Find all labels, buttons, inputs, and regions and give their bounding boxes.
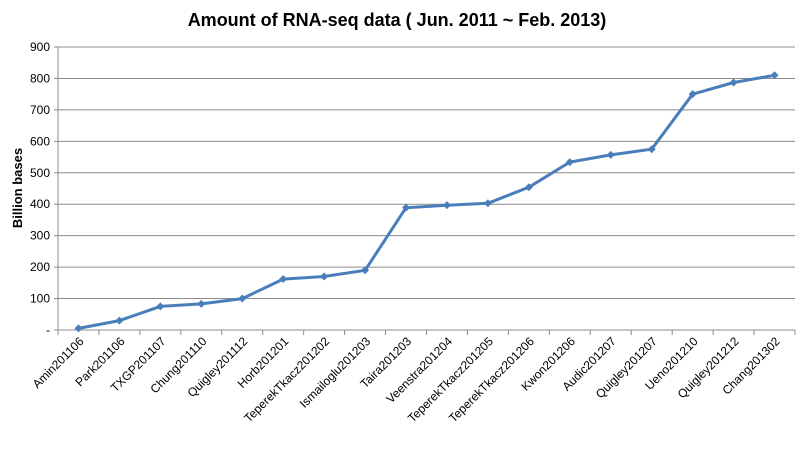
y-tick-label: 700 (30, 103, 50, 117)
y-tick-label: 500 (30, 166, 50, 180)
data-point-marker (279, 275, 288, 284)
data-point-marker (606, 150, 615, 159)
series-rna-seq (74, 71, 779, 333)
data-point-marker (156, 302, 165, 311)
data-point-marker (238, 294, 247, 303)
y-tick-label: 200 (30, 260, 50, 274)
data-point-marker (729, 78, 738, 87)
x-axis (57, 47, 796, 335)
y-tick-label: 800 (30, 71, 50, 85)
data-point-marker (442, 201, 451, 210)
data-point-marker (320, 272, 329, 281)
data-point-marker (565, 158, 574, 167)
y-tick-label: 900 (30, 40, 50, 54)
data-point-marker (115, 316, 124, 325)
data-point-marker (361, 266, 370, 275)
y-tick-label: 400 (30, 197, 50, 211)
y-tick-label: 300 (30, 229, 50, 243)
x-tick-label: Ismailoglu201203 (297, 334, 374, 411)
y-axis-ticks: - 100 200 300 400 500 600 700 800 900 (30, 40, 58, 337)
data-point-marker (402, 203, 411, 212)
y-axis-label: Billion bases (10, 148, 25, 228)
chart-title: Amount of RNA-seq data ( Jun. 2011 ~ Feb… (188, 10, 607, 30)
data-point-marker (483, 199, 492, 208)
data-point-marker (770, 71, 779, 80)
data-point-marker (688, 90, 697, 99)
data-point-marker (197, 299, 206, 308)
y-tick-label: - (46, 323, 50, 337)
y-tick-label: 600 (30, 134, 50, 148)
x-axis-ticks: Amin201106Park201106TXGP201107Chung20111… (30, 334, 783, 425)
y-tick-label: 100 (30, 292, 50, 306)
data-point-marker (74, 324, 83, 333)
series-line (78, 73, 775, 330)
gridlines (58, 46, 795, 300)
data-point-marker (647, 145, 656, 154)
data-point-marker (524, 183, 533, 192)
